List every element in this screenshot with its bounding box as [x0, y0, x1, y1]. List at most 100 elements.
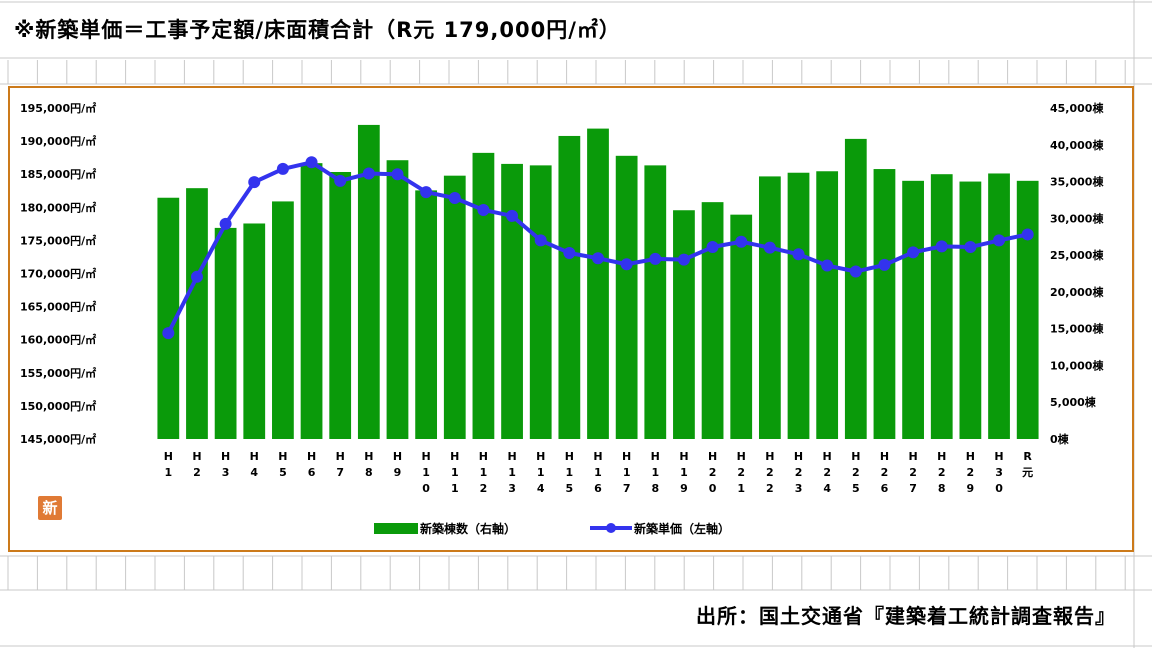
x-tick-label: 1: [566, 466, 574, 479]
line-point: [849, 265, 862, 278]
line-point: [190, 270, 203, 283]
line-point: [735, 235, 748, 248]
x-tick-label: 2: [766, 482, 774, 495]
x-tick-label: 元: [1022, 466, 1033, 479]
x-tick-label: 1: [537, 466, 545, 479]
bar: [272, 201, 294, 439]
bar: [1016, 180, 1039, 439]
line-point: [506, 209, 519, 222]
x-tick-label: H: [908, 450, 917, 463]
x-tick-label: 3: [508, 482, 516, 495]
x-tick-label: H: [593, 450, 602, 463]
line-point: [420, 186, 433, 199]
x-tick-label: H: [622, 450, 631, 463]
x-tick-label: 5: [852, 482, 860, 495]
line-point: [677, 253, 690, 266]
line-point: [334, 174, 347, 187]
x-tick-label: 8: [651, 482, 659, 495]
x-tick-label: H: [307, 450, 316, 463]
x-tick-label: 1: [451, 466, 459, 479]
y-left-tick-label: 160,000円/㎡: [20, 333, 96, 347]
x-tick-label: H: [823, 450, 832, 463]
bar: [386, 160, 409, 440]
x-tick-label: H: [651, 450, 660, 463]
x-tick-label: 8: [365, 466, 373, 479]
x-tick-label: H: [679, 450, 688, 463]
line-point: [477, 203, 490, 216]
x-tick-label: 6: [594, 482, 602, 495]
x-tick-label: 1: [451, 482, 459, 495]
x-tick-label: 2: [881, 466, 889, 479]
line-point: [248, 176, 261, 189]
x-tick-label: 3: [222, 466, 230, 479]
x-tick-label: 1: [164, 466, 172, 479]
x-tick-label: 6: [881, 482, 889, 495]
bar: [157, 197, 180, 439]
bar: [701, 202, 724, 439]
bar: [758, 176, 781, 439]
x-tick-label: H: [794, 450, 803, 463]
x-tick-label: 7: [909, 482, 917, 495]
line-point: [792, 248, 805, 261]
bar: [558, 135, 581, 439]
line-point: [821, 259, 834, 272]
line-point: [649, 252, 662, 265]
x-tick-label: H: [192, 450, 201, 463]
x-tick-label: H: [221, 450, 230, 463]
y-left-tick-label: 170,000円/㎡: [20, 267, 96, 281]
y-left-tick-label: 155,000円/㎡: [20, 366, 96, 380]
bar: [730, 214, 753, 439]
bar: [844, 138, 867, 439]
x-tick-label: 2: [480, 482, 488, 495]
x-tick-label: 8: [938, 482, 946, 495]
x-tick-label: 2: [709, 466, 717, 479]
bar: [930, 174, 953, 439]
y-left-tick-label: 195,000円/㎡: [20, 101, 96, 115]
bar: [902, 180, 924, 439]
x-tick-label: H: [765, 450, 774, 463]
x-tick-label: 2: [938, 466, 946, 479]
x-tick-label: H: [880, 450, 889, 463]
bar: [988, 173, 1010, 439]
bar: [501, 163, 523, 439]
bar: [644, 165, 667, 439]
x-tick-label: H: [966, 450, 975, 463]
y-left-tick-label: 165,000円/㎡: [20, 300, 96, 314]
bar: [816, 171, 839, 439]
x-tick-label: 1: [508, 466, 516, 479]
chart-frame: 195,000円/㎡ 190,000円/㎡ 185,000円/㎡ 180,000円/㎡…: [8, 86, 1134, 552]
x-tick-label: 2: [766, 466, 774, 479]
line-point: [1021, 228, 1034, 241]
x-tick-label: 3: [795, 482, 803, 495]
y-right-tick-label: 10,000棟: [1050, 358, 1104, 372]
bar: [873, 169, 896, 439]
x-tick-label: 2: [852, 466, 860, 479]
x-tick-label: H: [565, 450, 574, 463]
line-point: [362, 167, 375, 180]
bar: [472, 152, 495, 439]
legend-swatch-bar: [374, 523, 418, 534]
x-tick-label: 7: [336, 466, 344, 479]
line-point: [162, 327, 175, 340]
x-tick-label: 2: [737, 466, 745, 479]
line-point: [763, 241, 776, 254]
bar: [186, 188, 208, 439]
chart-svg: 195,000円/㎡ 190,000円/㎡ 185,000円/㎡ 180,000円/㎡…: [20, 101, 1104, 536]
x-tick-label: 9: [967, 482, 975, 495]
y-right-tick-label: 5,000棟: [1050, 395, 1097, 409]
legend-label: 新築単価（左軸）: [634, 521, 730, 536]
x-tick-label: H: [536, 450, 545, 463]
x-tick-label: H: [393, 450, 402, 463]
line-point: [305, 156, 318, 169]
x-tick-label: 4: [823, 482, 831, 495]
logo-icon: 新: [38, 496, 62, 520]
x-tick-label: R: [1023, 450, 1032, 463]
bar: [243, 223, 266, 439]
x-tick-label: 1: [623, 466, 631, 479]
line-point: [706, 241, 719, 254]
x-tick-label: 1: [737, 482, 745, 495]
x-tick-label: 1: [594, 466, 602, 479]
line-point: [563, 246, 576, 259]
x-tick-label: H: [164, 450, 173, 463]
